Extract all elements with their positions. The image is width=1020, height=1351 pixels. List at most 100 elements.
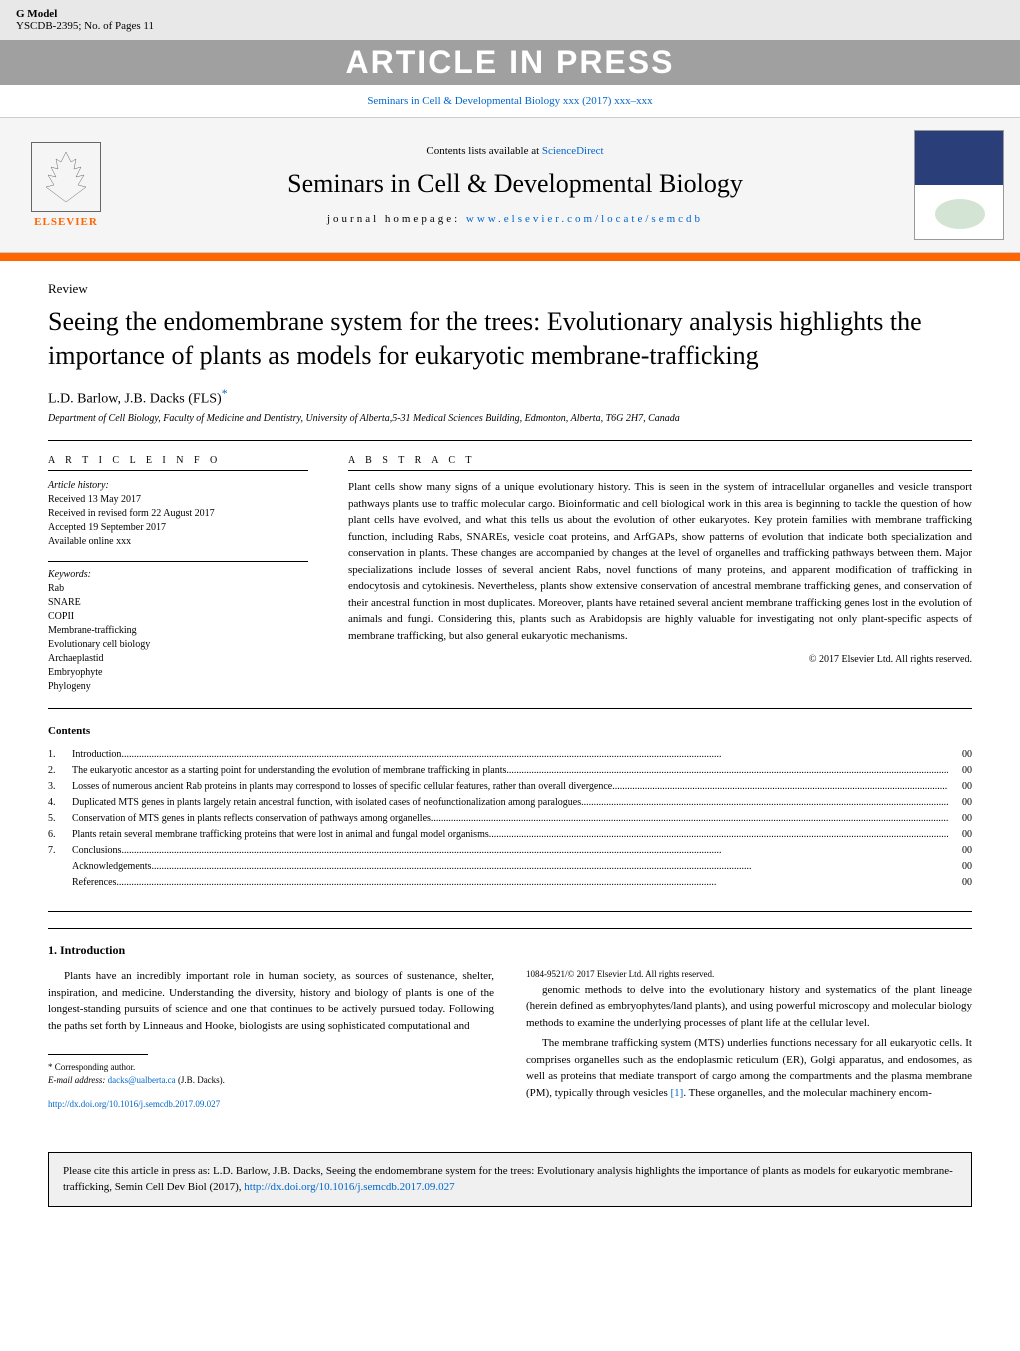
toc-text: Plants retain several membrane trafficki… bbox=[72, 827, 948, 843]
article-info: A R T I C L E I N F O Article history: R… bbox=[48, 455, 308, 694]
article-type: Review bbox=[48, 281, 972, 297]
authors: L.D. Barlow, J.B. Dacks (FLS)* bbox=[48, 387, 972, 408]
author-names: L.D. Barlow, J.B. Dacks (FLS) bbox=[48, 391, 222, 406]
journal-title: Seminars in Cell & Developmental Biology bbox=[116, 169, 914, 199]
g-model-label: G Model bbox=[16, 8, 154, 20]
toc-page: 00 bbox=[948, 779, 972, 795]
header-bar: G Model YSCDB-2395; No. of Pages 11 bbox=[0, 0, 1020, 40]
keyword: Rab bbox=[48, 582, 308, 596]
body-para: genomic methods to delve into the evolut… bbox=[526, 982, 972, 1032]
body-columns: Plants have an incredibly important role… bbox=[48, 968, 972, 1112]
email-suffix: (J.B. Dacks). bbox=[176, 1075, 225, 1085]
date-online: Available online xxx bbox=[48, 535, 308, 549]
toc-item[interactable]: 6.Plants retain several membrane traffic… bbox=[48, 827, 972, 843]
ref-link[interactable]: [1] bbox=[671, 1087, 684, 1099]
journal-header: ELSEVIER Contents lists available at Sci… bbox=[0, 117, 1020, 253]
date-received: Received 13 May 2017 bbox=[48, 493, 308, 507]
toc-page: 00 bbox=[948, 795, 972, 811]
keyword: COPII bbox=[48, 610, 308, 624]
table-of-contents: 1.Introduction00 2.The eukaryotic ancest… bbox=[48, 747, 972, 891]
contents-prefix: Contents lists available at bbox=[426, 145, 541, 157]
g-model-block: G Model YSCDB-2395; No. of Pages 11 bbox=[16, 8, 154, 32]
body-section: 1. Introduction Plants have an incredibl… bbox=[48, 928, 972, 1112]
elsevier-logo: ELSEVIER bbox=[16, 135, 116, 235]
homepage-url[interactable]: www.elsevier.com/locate/semcdb bbox=[466, 213, 703, 225]
corresponding-note: * Corresponding author. bbox=[48, 1061, 494, 1074]
toc-text: Introduction bbox=[72, 747, 948, 763]
keyword: Embryophyte bbox=[48, 666, 308, 680]
toc-num: 1. bbox=[48, 747, 72, 763]
email-label: E-mail address: bbox=[48, 1075, 108, 1085]
toc-text: References bbox=[72, 875, 948, 891]
footnote-block: * Corresponding author. E-mail address: … bbox=[48, 1061, 494, 1086]
toc-item[interactable]: 7.Conclusions00 bbox=[48, 843, 972, 859]
keywords-label: Keywords: bbox=[48, 561, 308, 582]
abstract: A B S T R A C T Plant cells show many si… bbox=[348, 455, 972, 694]
info-heading: A R T I C L E I N F O bbox=[48, 455, 308, 471]
email-link[interactable]: dacks@ualberta.ca bbox=[108, 1075, 176, 1085]
keyword: Evolutionary cell biology bbox=[48, 638, 308, 652]
toc-num: 3. bbox=[48, 779, 72, 795]
abstract-text: Plant cells show many signs of a unique … bbox=[348, 479, 972, 644]
main-content: Review Seeing the endomembrane system fo… bbox=[0, 261, 1020, 1132]
footnote-separator bbox=[48, 1054, 148, 1055]
toc-text: Conclusions bbox=[72, 843, 948, 859]
journal-ref-text[interactable]: Seminars in Cell & Developmental Biology… bbox=[367, 95, 652, 107]
keyword: SNARE bbox=[48, 596, 308, 610]
date-revised: Received in revised form 22 August 2017 bbox=[48, 507, 308, 521]
tree-svg-icon bbox=[36, 147, 96, 207]
toc-page: 00 bbox=[948, 875, 972, 891]
toc-item[interactable]: 1.Introduction00 bbox=[48, 747, 972, 763]
toc-page: 00 bbox=[948, 859, 972, 875]
para-text: . These organelles, and the molecular ma… bbox=[683, 1087, 932, 1099]
toc-text: Acknowledgements bbox=[72, 859, 948, 875]
toc-item[interactable]: 2.The eukaryotic ancestor as a starting … bbox=[48, 763, 972, 779]
keyword: Phylogeny bbox=[48, 680, 308, 694]
toc-num: 4. bbox=[48, 795, 72, 811]
keyword: Archaeplastid bbox=[48, 652, 308, 666]
toc-text: Losses of numerous ancient Rab proteins … bbox=[72, 779, 948, 795]
contents-heading: Contents bbox=[48, 725, 972, 737]
body-para: The membrane trafficking system (MTS) un… bbox=[526, 1035, 972, 1101]
toc-page: 00 bbox=[948, 763, 972, 779]
journal-cover-icon bbox=[914, 130, 1004, 240]
elsevier-name: ELSEVIER bbox=[34, 216, 98, 228]
toc-page: 00 bbox=[948, 747, 972, 763]
press-banner: ARTICLE IN PRESS bbox=[0, 40, 1020, 85]
citation-box: Please cite this article in press as: L.… bbox=[48, 1152, 972, 1207]
corresponding-marker[interactable]: * bbox=[222, 387, 228, 400]
toc-page: 00 bbox=[948, 827, 972, 843]
journal-ref-link[interactable]: Seminars in Cell & Developmental Biology… bbox=[0, 85, 1020, 117]
journal-center: Contents lists available at ScienceDirec… bbox=[116, 145, 914, 225]
affiliation: Department of Cell Biology, Faculty of M… bbox=[48, 413, 972, 424]
toc-num: 5. bbox=[48, 811, 72, 827]
issn-line: 1084-9521/© 2017 Elsevier Ltd. All right… bbox=[526, 968, 972, 982]
toc-divider bbox=[48, 911, 972, 912]
cite-text: Please cite this article in press as: L.… bbox=[63, 1165, 953, 1194]
model-code: YSCDB-2395; No. of Pages 11 bbox=[16, 20, 154, 32]
doi-link[interactable]: http://dx.doi.org/10.1016/j.semcdb.2017.… bbox=[48, 1099, 220, 1109]
toc-page: 00 bbox=[948, 811, 972, 827]
toc-text: The eukaryotic ancestor as a starting po… bbox=[72, 763, 948, 779]
history-block: Article history: Received 13 May 2017 Re… bbox=[48, 479, 308, 549]
toc-item[interactable]: 3.Losses of numerous ancient Rab protein… bbox=[48, 779, 972, 795]
toc-text: Conservation of MTS genes in plants refl… bbox=[72, 811, 948, 827]
abstract-heading: A B S T R A C T bbox=[348, 455, 972, 471]
orange-divider bbox=[0, 253, 1020, 261]
homepage-line: journal homepage: www.elsevier.com/locat… bbox=[116, 213, 914, 225]
toc-item[interactable]: References00 bbox=[48, 875, 972, 891]
sciencedirect-link[interactable]: ScienceDirect bbox=[542, 145, 604, 157]
toc-item[interactable]: 4.Duplicated MTS genes in plants largely… bbox=[48, 795, 972, 811]
body-para: Plants have an incredibly important role… bbox=[48, 968, 494, 1034]
elsevier-tree-icon bbox=[31, 142, 101, 212]
keyword: Membrane-trafficking bbox=[48, 624, 308, 638]
toc-text: Duplicated MTS genes in plants largely r… bbox=[72, 795, 948, 811]
toc-num: 7. bbox=[48, 843, 72, 859]
toc-item[interactable]: 5.Conservation of MTS genes in plants re… bbox=[48, 811, 972, 827]
homepage-prefix: journal homepage: bbox=[327, 213, 466, 225]
keywords-block: Keywords: Rab SNARE COPII Membrane-traff… bbox=[48, 561, 308, 694]
cite-doi-link[interactable]: http://dx.doi.org/10.1016/j.semcdb.2017.… bbox=[244, 1181, 454, 1193]
toc-page: 00 bbox=[948, 843, 972, 859]
toc-item[interactable]: Acknowledgements00 bbox=[48, 859, 972, 875]
section-heading: 1. Introduction bbox=[48, 943, 972, 958]
